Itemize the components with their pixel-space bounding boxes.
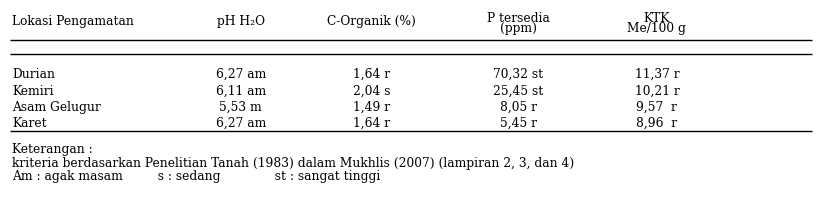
Text: 25,45 st: 25,45 st xyxy=(493,85,543,98)
Text: P tersedia: P tersedia xyxy=(486,12,550,25)
Text: Keterangan :: Keterangan : xyxy=(12,143,93,156)
Text: 70,32 st: 70,32 st xyxy=(493,68,543,81)
Text: 6,27 am: 6,27 am xyxy=(215,117,266,130)
Text: (ppm): (ppm) xyxy=(499,22,537,35)
Text: Am : agak masam         s : sedang              st : sangat tinggi: Am : agak masam s : sedang st : sangat t… xyxy=(12,170,380,183)
Text: KTK: KTK xyxy=(644,12,670,25)
Text: 8,96  r: 8,96 r xyxy=(636,117,677,130)
Text: 5,45 r: 5,45 r xyxy=(499,117,537,130)
Text: kriteria berdasarkan Penelitian Tanah (1983) dalam Mukhlis (2007) (lampiran 2, 3: kriteria berdasarkan Penelitian Tanah (1… xyxy=(12,157,574,170)
Text: 1,64 r: 1,64 r xyxy=(353,117,390,130)
Text: Lokasi Pengamatan: Lokasi Pengamatan xyxy=(12,14,134,28)
Text: Kemiri: Kemiri xyxy=(12,85,54,98)
Text: 1,64 r: 1,64 r xyxy=(353,68,390,81)
Text: C-Organik (%): C-Organik (%) xyxy=(327,14,415,28)
Text: 6,11 am: 6,11 am xyxy=(215,85,266,98)
Text: Asam Gelugur: Asam Gelugur xyxy=(12,101,101,114)
Text: Durian: Durian xyxy=(12,68,55,81)
Text: Me/100 g: Me/100 g xyxy=(628,22,686,35)
Text: 6,27 am: 6,27 am xyxy=(215,68,266,81)
Text: 2,04 s: 2,04 s xyxy=(353,85,390,98)
Text: 11,37 r: 11,37 r xyxy=(635,68,679,81)
Text: 1,49 r: 1,49 r xyxy=(353,101,390,114)
Text: pH H₂O: pH H₂O xyxy=(217,14,264,28)
Text: 5,53 m: 5,53 m xyxy=(220,101,262,114)
Text: 8,05 r: 8,05 r xyxy=(499,101,537,114)
Text: 10,21 r: 10,21 r xyxy=(635,85,679,98)
Text: 9,57  r: 9,57 r xyxy=(636,101,677,114)
Text: Karet: Karet xyxy=(12,117,47,130)
